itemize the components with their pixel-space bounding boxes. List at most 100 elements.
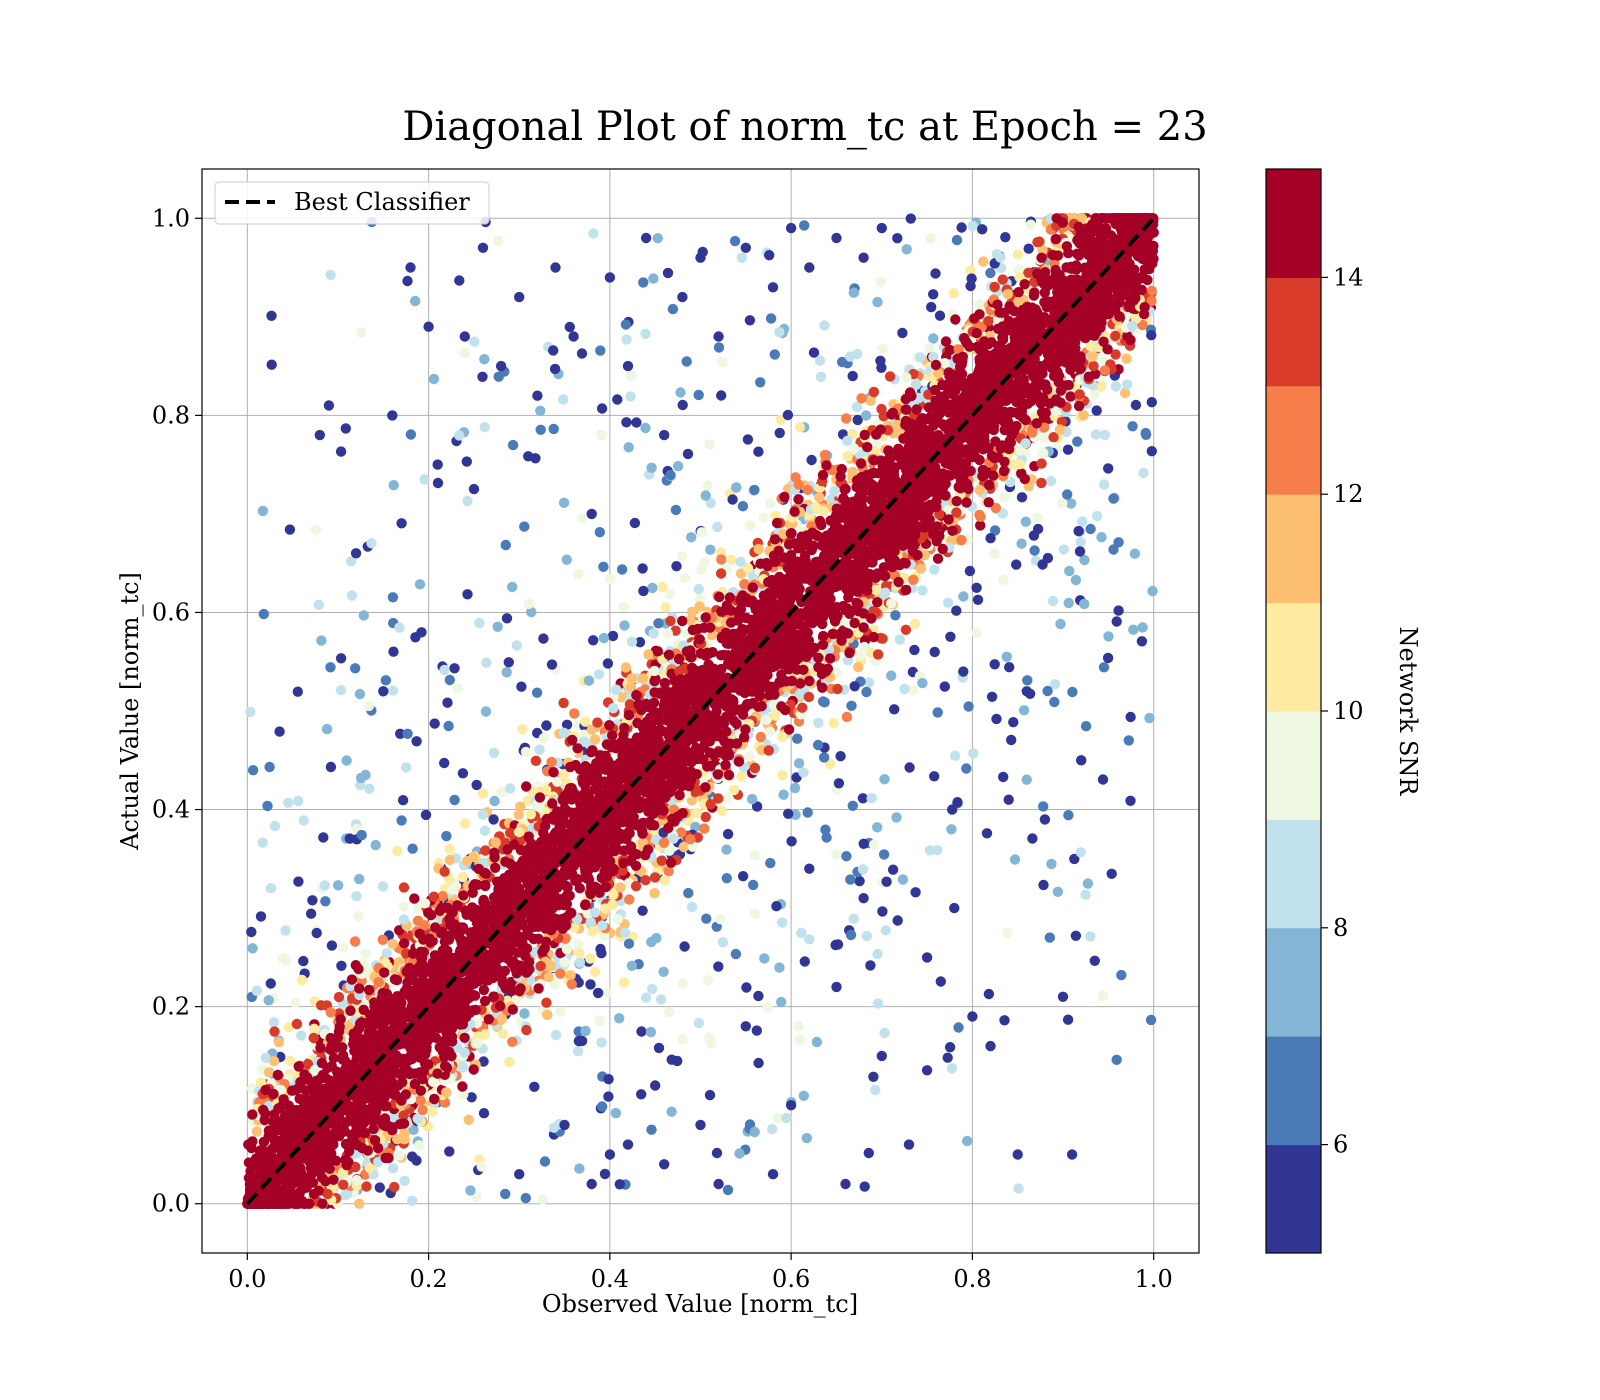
scatter-point [932,845,943,856]
scatter-point [722,793,733,804]
scatter-point [862,441,873,453]
scatter-point [462,589,473,600]
scatter-point [1020,438,1031,449]
scatter-point [538,733,549,744]
scatter-point [753,446,764,457]
scatter-point [539,1156,551,1167]
scatter-point [427,1106,438,1117]
scatter-point [977,224,988,235]
scatter-point [638,585,649,597]
scatter-point [767,1123,778,1135]
scatter-point [989,525,1001,536]
scatter-point [420,809,432,821]
scatter-point [603,1091,614,1102]
scatter-point [947,804,958,815]
scatter-point [634,637,646,648]
scatter-point [942,597,954,608]
scatter-point [744,315,756,326]
scatter-point [349,936,361,947]
scatter-point [974,298,985,310]
scatter-point [363,700,375,712]
scatter-point [369,1135,381,1146]
scatter-point [1108,493,1119,504]
scatter-point [408,1124,419,1136]
scatter-point [716,805,727,816]
scatter-point [1106,868,1117,879]
scatter-point [794,1034,806,1045]
scatter-point [872,649,884,660]
scatter-point [1082,878,1094,889]
scatter-point [900,624,912,635]
scatter-point [798,1090,809,1102]
scatter-point [721,873,732,884]
scatter-point [321,723,333,735]
scatter-point [638,277,649,288]
scatter-point [1091,405,1102,416]
scatter-point [454,275,465,286]
scatter-point [490,837,501,848]
scatter-point [930,359,942,371]
scatter-point [872,296,883,308]
scatter-point [525,809,537,820]
chart-title: Diagonal Plot of norm_tc at Epoch = 23 [402,104,1207,150]
scatter-point [335,446,347,457]
scatter-point [796,927,807,939]
scatter-point [998,574,1009,585]
scatter-point [776,996,787,1008]
scatter-point [1136,636,1148,647]
scatter-point [700,782,711,793]
scatter-point [721,844,732,855]
scatter-point [407,1151,418,1162]
scatter-point [657,581,668,593]
scatter-point [909,644,920,656]
scatter-point [585,979,596,990]
scatter-point [316,635,327,646]
plot-area [201,168,1200,1254]
scatter-point [558,727,570,738]
scatter-point [1129,548,1141,559]
scatter-point [763,745,774,756]
scatter-point [477,788,489,799]
scatter-point [574,947,585,959]
scatter-point [623,442,634,453]
scatter-point [753,544,764,555]
scatter-point [783,808,794,819]
scatter-point [727,494,738,505]
scatter-point [401,762,412,773]
scatter-point [799,220,810,231]
scatter-point [1070,574,1082,586]
scatter-point [751,801,763,812]
scatter-point [742,434,754,445]
scatter-point [898,557,909,569]
scatter-point [577,513,588,524]
scatter-point [1064,565,1075,577]
scatter-point [690,821,701,833]
scatter-point [818,752,830,763]
scatter-point [292,686,303,697]
scatter-point [284,524,296,535]
scatter-point [478,1108,490,1119]
scatter-point [1074,389,1085,400]
scatter-point [616,692,627,703]
scatter-point [269,1026,280,1037]
scatter-point [667,303,679,315]
scatter-point [679,572,690,584]
scatter-point [361,1181,372,1192]
scatter-point [354,1198,365,1209]
scatter-point [929,771,940,782]
scatter-point [283,797,294,808]
scatter-point [500,1188,511,1200]
scatter-point [500,539,511,551]
scatter-point [478,1056,489,1067]
scatter-point [758,512,769,523]
scatter-point [479,825,490,836]
scatter-point [589,734,601,745]
scatter-point [257,837,268,848]
scatter-point [831,849,842,860]
scatter-point [1123,735,1135,746]
scatter-point [428,891,440,902]
scatter-point [535,960,546,972]
scatter-point [1028,530,1040,541]
scatter-point [725,554,737,565]
scatter-point [519,521,530,532]
